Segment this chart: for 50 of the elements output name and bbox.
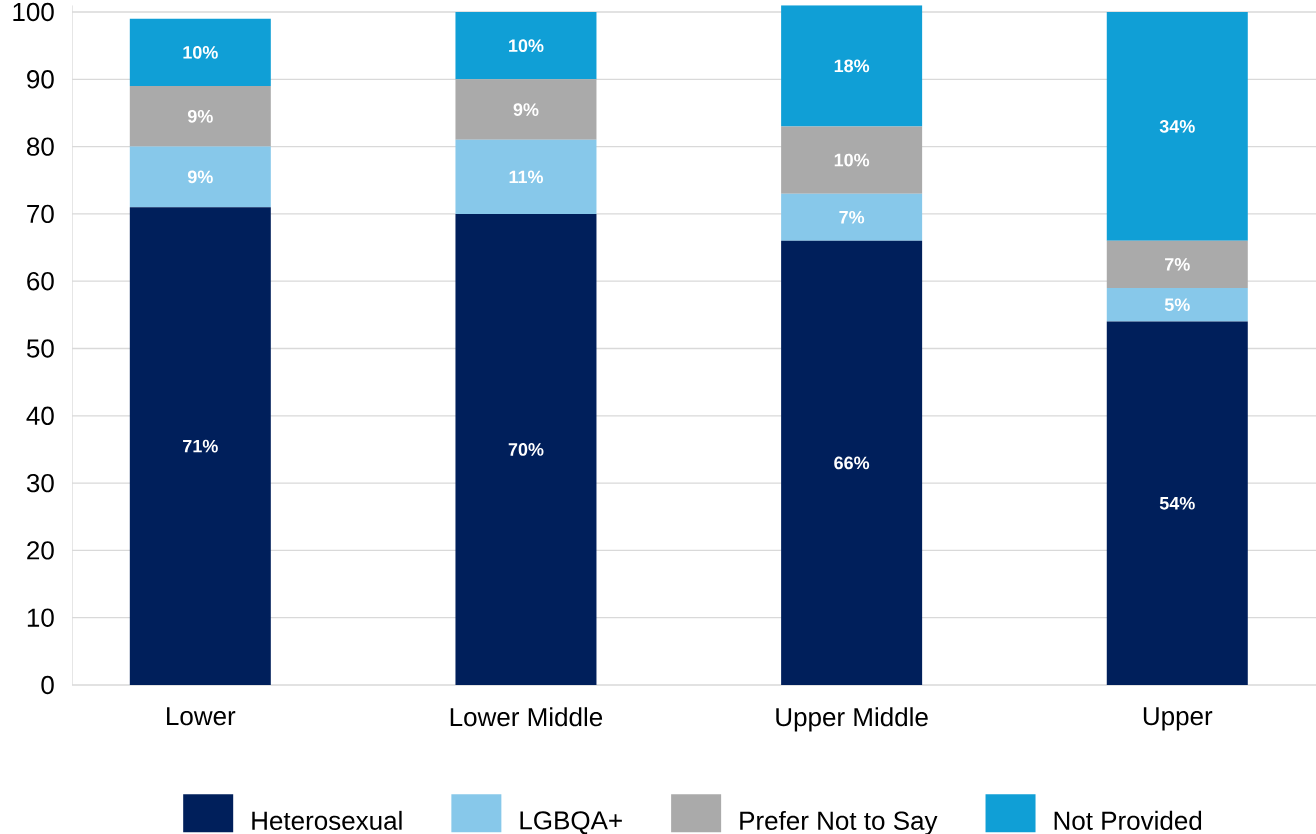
data-label: 66% [834, 456, 870, 470]
y-tick-label: 20 [27, 541, 54, 560]
x-tick-label: Upper Middle [776, 707, 928, 732]
y-tick-label: 60 [27, 271, 54, 291]
bar [129, 86, 271, 147]
bar [129, 207, 271, 685]
legend-label: Heterosexual [252, 810, 402, 830]
y-tick-label: 70 [27, 204, 54, 224]
data-label: 5% [1164, 298, 1190, 312]
y-tick-label: 0 [41, 675, 54, 695]
data-label: 9% [187, 170, 213, 184]
bar [455, 139, 597, 214]
bar [1106, 287, 1248, 322]
data-label: 18% [834, 59, 870, 73]
legend-label: Not Provided [1054, 810, 1202, 830]
y-tick-label: 10 [27, 608, 54, 627]
x-tick-label: Upper [1143, 707, 1213, 731]
x-tick-label: Lower Middle [450, 707, 603, 727]
data-label: 10% [183, 46, 218, 59]
bar [781, 5, 923, 127]
bar [455, 213, 597, 685]
bar [781, 240, 923, 685]
data-label: 7% [1165, 258, 1190, 271]
y-tick-label: 50 [26, 339, 54, 358]
y-tick-label: 30 [26, 473, 54, 493]
data-label: 54% [1159, 496, 1195, 510]
data-label: 70% [508, 443, 544, 456]
bar [1106, 240, 1248, 288]
y-tick-label: 100 [13, 2, 54, 22]
bar [1106, 11, 1248, 241]
data-label: 9% [513, 103, 539, 116]
bar [781, 193, 923, 241]
data-label: 10% [509, 39, 544, 53]
legend-label: LGBQA+ [520, 811, 622, 834]
bar [455, 11, 597, 80]
data-label: 34% [1159, 120, 1195, 133]
y-tick-label: 40 [26, 406, 54, 425]
data-label: 9% [187, 109, 213, 123]
y-tick-label: 90 [27, 70, 54, 89]
bar [781, 126, 923, 194]
y-tick-label: 80 [27, 137, 54, 156]
bar [129, 18, 271, 87]
data-label: 71% [183, 439, 218, 453]
data-label: 10% [834, 153, 870, 167]
data-label: 7% [839, 210, 865, 224]
x-tick-label: Lower [167, 707, 236, 726]
data-label: 11% [509, 170, 544, 184]
bar [455, 79, 597, 140]
bar [1106, 321, 1248, 685]
bar [129, 146, 271, 208]
